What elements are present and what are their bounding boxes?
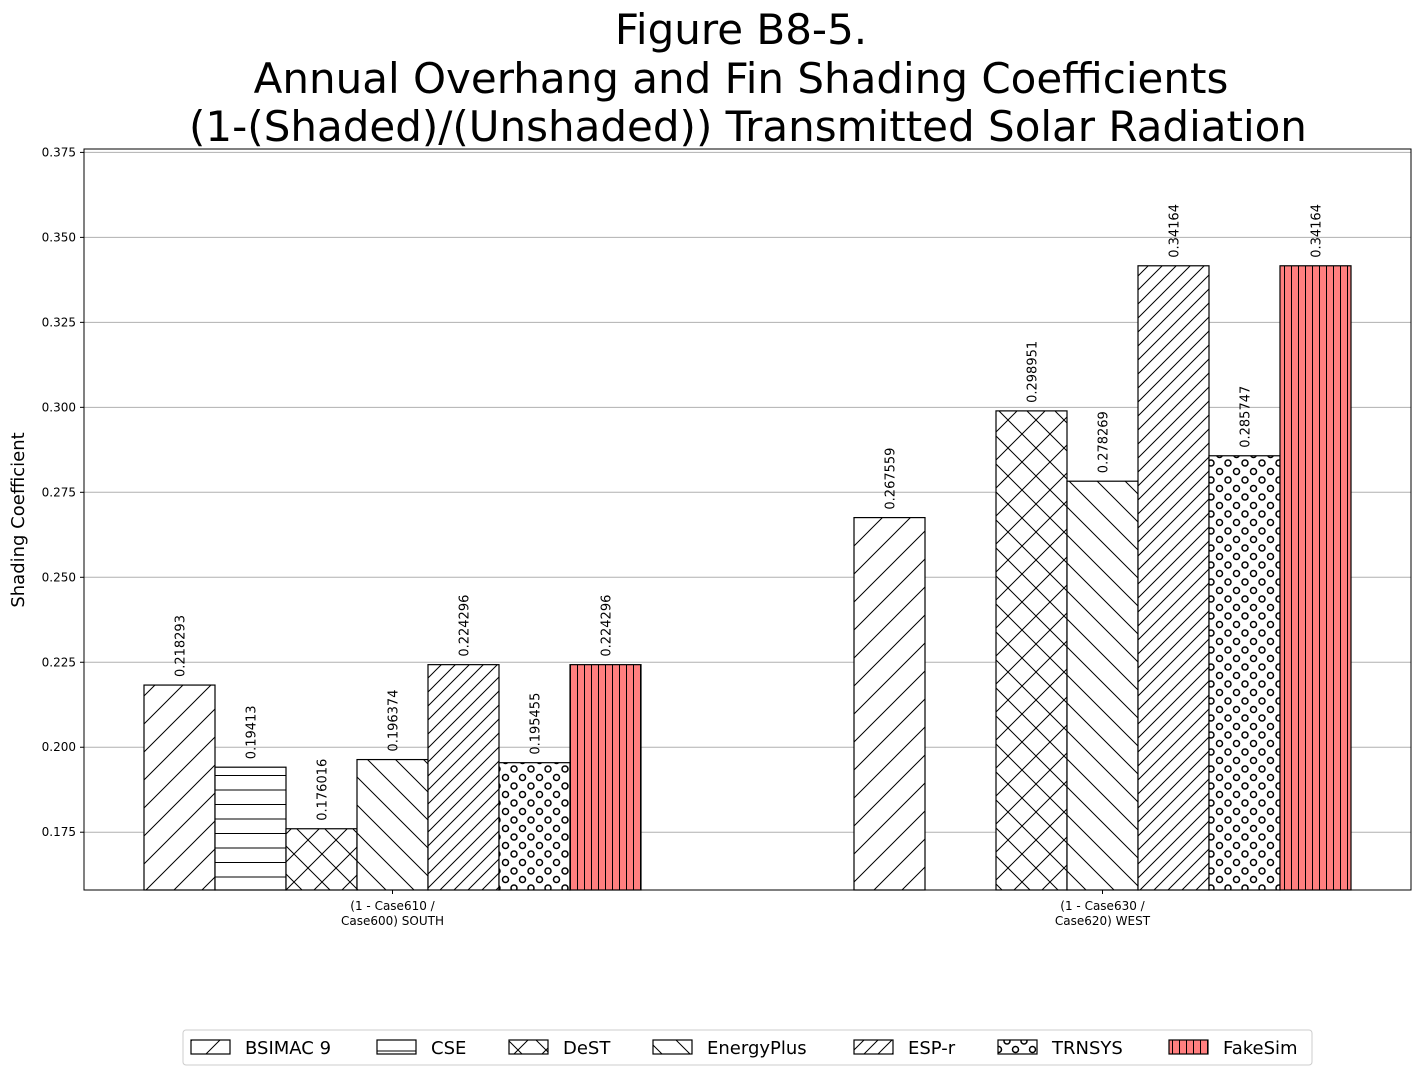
bar [1208, 455, 1281, 891]
x-category-label: Case600) SOUTH [341, 914, 444, 928]
bar [569, 664, 642, 891]
y-axis-ticks: 0.175 0.200 0.225 0.250 0.275 0.300 0.325 0.350… [42, 145, 84, 839]
chart-title: Figure B8-5. Annual Overhang and Fin Sha… [189, 5, 1307, 151]
y-tick-label: 0.275 [42, 485, 76, 499]
bar-value-label: 0.285747 [1239, 386, 1254, 448]
bar [356, 758, 429, 891]
bar-value-label: 0.195455 [529, 693, 544, 755]
legend-label: EnergyPlus [707, 1038, 807, 1059]
x-category-label: (1 - Case610 / [350, 899, 435, 913]
y-tick-label: 0.325 [42, 315, 76, 329]
legend-label: DeST [563, 1038, 611, 1059]
y-tick-label: 0.300 [42, 400, 76, 414]
bar [427, 664, 500, 891]
legend-swatch [853, 1039, 894, 1055]
x-category-label: (1 - Case630 / [1060, 899, 1145, 913]
bar-value-label: 0.34164 [1168, 204, 1183, 258]
chart-title-line-1: Figure B8-5. [615, 5, 867, 54]
legend-item: BSIMAC 9 [190, 1038, 331, 1059]
y-tick-label: 0.250 [42, 570, 76, 584]
legend-item: ESP-r [853, 1038, 956, 1059]
y-tick-label: 0.375 [42, 145, 76, 159]
legend-item: TRNSYS [997, 1038, 1123, 1059]
bar-value-label: 0.224296 [458, 595, 473, 657]
bar-value-label: 0.218293 [174, 615, 189, 677]
legend-label: ESP-r [908, 1038, 956, 1059]
legend-swatch [190, 1039, 231, 1055]
bars [143, 265, 1352, 891]
chart-title-line-3: (1-(Shaded)/(Unshaded)) Transmitted Sola… [189, 102, 1307, 151]
bar [1066, 480, 1139, 891]
value-labels: 0.218293 0.19413 0.176016 0.196374 0.224296 0… [174, 204, 1325, 821]
bar-value-label: 0.196374 [387, 690, 402, 752]
bar-value-label: 0.298951 [1026, 341, 1041, 403]
y-axis-title: Shading Coefficient [8, 432, 29, 607]
legend-item: CSE [376, 1038, 466, 1059]
bar-value-label: 0.176016 [316, 759, 331, 821]
y-tick-label: 0.350 [42, 230, 76, 244]
legend: BSIMAC 9 CSE DeST EnergyPlus ESP-r TRNSYS Fake… [182, 1029, 1313, 1066]
bar-value-label: 0.278269 [1097, 411, 1112, 473]
legend-label: BSIMAC 9 [245, 1038, 331, 1059]
bar-value-label: 0.19413 [245, 705, 260, 759]
bar-value-label: 0.267559 [884, 448, 899, 510]
y-tick-label: 0.200 [42, 740, 76, 754]
legend-swatch [652, 1039, 693, 1055]
plot-frame [83, 148, 1412, 891]
bar [1279, 265, 1352, 891]
bar-value-label: 0.34164 [1310, 204, 1325, 258]
legend-item: FakeSim [1168, 1038, 1298, 1059]
legend-swatch [376, 1039, 417, 1055]
legend-label: CSE [431, 1038, 466, 1059]
bar [853, 516, 926, 891]
legend-swatch [997, 1039, 1038, 1055]
bar [995, 410, 1068, 891]
legend-item: EnergyPlus [652, 1038, 807, 1059]
legend-item: DeST [508, 1038, 611, 1059]
bar [143, 684, 216, 891]
bar [285, 828, 358, 891]
y-gridlines [84, 151, 1411, 833]
legend-swatch [508, 1039, 549, 1055]
bar [214, 766, 287, 891]
bar-value-label: 0.224296 [600, 595, 615, 657]
bar [498, 762, 571, 891]
legend-label: TRNSYS [1051, 1038, 1123, 1059]
legend-frame [182, 1029, 1313, 1066]
chart-title-line-2: Annual Overhang and Fin Shading Coeffici… [254, 54, 1229, 103]
y-tick-label: 0.225 [42, 655, 76, 669]
y-tick-label: 0.175 [42, 825, 76, 839]
bar [1137, 265, 1210, 891]
x-axis-categories: (1 - Case610 /Case600) SOUTH (1 - Case630… [341, 890, 1151, 928]
x-category-label: Case620) WEST [1055, 914, 1151, 928]
legend-swatch [1168, 1039, 1209, 1055]
legend-label: FakeSim [1223, 1038, 1298, 1059]
